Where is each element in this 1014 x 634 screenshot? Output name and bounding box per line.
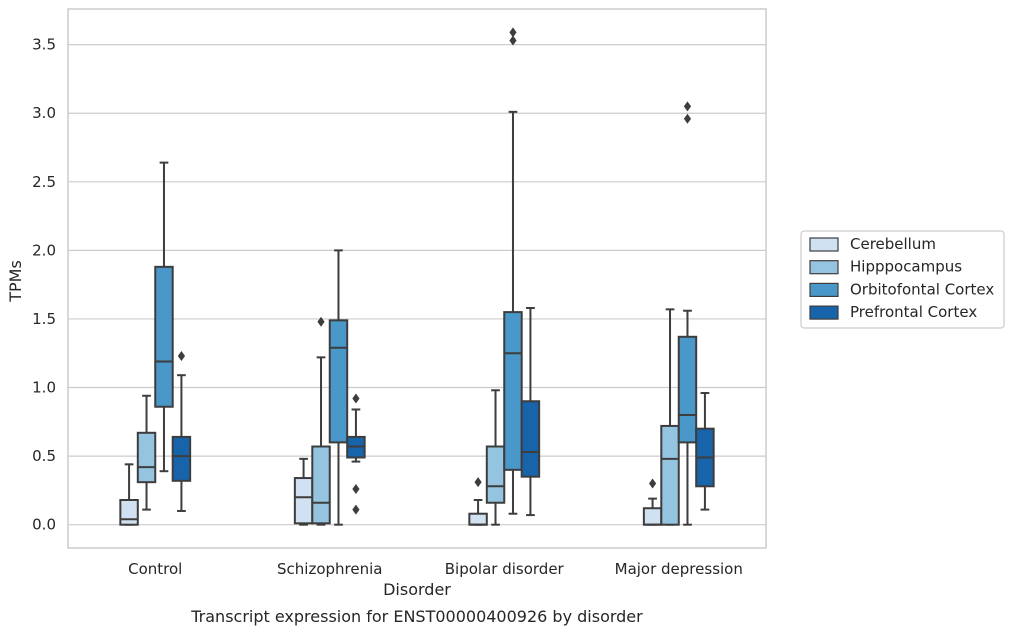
iqr-box (328, 319, 349, 444)
y-tick-label: 2.5 (32, 173, 56, 191)
legend-label: Orbitofontal Cortex (850, 280, 994, 298)
iqr-box (311, 445, 331, 525)
legend-frame (800, 230, 1005, 329)
legend-label: Hipppocampus (850, 258, 962, 276)
legend-swatch (809, 260, 839, 275)
y-tick-label: 0.5 (32, 447, 56, 465)
box-0-1 (136, 394, 157, 511)
y-tick-label: 3.0 (32, 104, 56, 122)
chart-caption: Transcript expression for ENST0000040092… (190, 607, 643, 626)
box-2-3 (520, 306, 541, 517)
outlier-point (509, 35, 517, 46)
iqr-box (154, 265, 174, 408)
iqr-box (293, 477, 314, 525)
box-2-2 (503, 27, 523, 515)
box-2-0 (468, 477, 488, 526)
x-tick-label: Control (128, 560, 182, 578)
y-axis-label: TPMs (6, 260, 25, 303)
box-3-3 (695, 392, 715, 511)
y-tick-label: 3.5 (32, 36, 56, 54)
outlier-point (317, 316, 325, 327)
iqr-box (136, 431, 157, 484)
iqr-box (485, 445, 506, 504)
box-0-3 (171, 350, 192, 512)
legend-label: Cerebellum (850, 235, 936, 253)
iqr-box (677, 335, 698, 444)
legend-swatch (809, 237, 839, 252)
legend: Cerebellum Hipppocampus Orbitofontal Corte… (800, 230, 1005, 329)
outlier-point (648, 478, 657, 489)
x-tick-label: Schizophrenia (277, 560, 382, 578)
y-tick-label: 1.0 (32, 379, 56, 397)
box-3-1 (660, 308, 680, 526)
box-1-3 (346, 393, 366, 515)
box-0-2 (154, 161, 174, 473)
y-tick-labels: 0.0 0.5 1.0 1.5 2.0 2.5 3.0 3.5 (32, 36, 56, 534)
box-0-0 (119, 463, 139, 526)
outlier-point (509, 27, 517, 38)
box-3-2 (677, 101, 698, 526)
legend-label: Prefrontal Cortex (850, 303, 977, 321)
x-axis-label: Disorder (383, 580, 451, 599)
x-tick-labels: Control Schizophrenia Bipolar disorder Majo… (128, 560, 743, 578)
y-tick-label: 0.0 (32, 516, 56, 534)
boxes-layer (119, 27, 715, 526)
outlier-point (352, 504, 360, 515)
outlier-point (683, 113, 692, 124)
outlier-point (683, 101, 692, 112)
box-3-0 (642, 478, 663, 526)
outlier-point (352, 484, 360, 495)
iqr-box (119, 498, 139, 526)
y-tick-label: 1.5 (32, 310, 56, 328)
iqr-box (503, 311, 523, 471)
legend-swatch (809, 305, 839, 320)
box-1-2 (328, 249, 349, 526)
box-2-1 (485, 389, 506, 526)
iqr-box (660, 424, 680, 526)
outlier-point (352, 393, 360, 404)
iqr-box (642, 507, 663, 526)
outlier-point (474, 477, 482, 488)
x-tick-label: Bipolar disorder (445, 560, 565, 578)
box-1-0 (293, 457, 314, 526)
plot-frame (67, 8, 767, 549)
box-1-1 (311, 316, 331, 526)
outlier-point (177, 350, 186, 361)
y-tick-label: 2.0 (32, 241, 56, 259)
x-tick-label: Major depression (615, 560, 743, 578)
iqr-box (520, 400, 541, 478)
iqr-box (171, 435, 192, 482)
iqr-box (468, 512, 488, 526)
legend-swatch (809, 282, 839, 297)
